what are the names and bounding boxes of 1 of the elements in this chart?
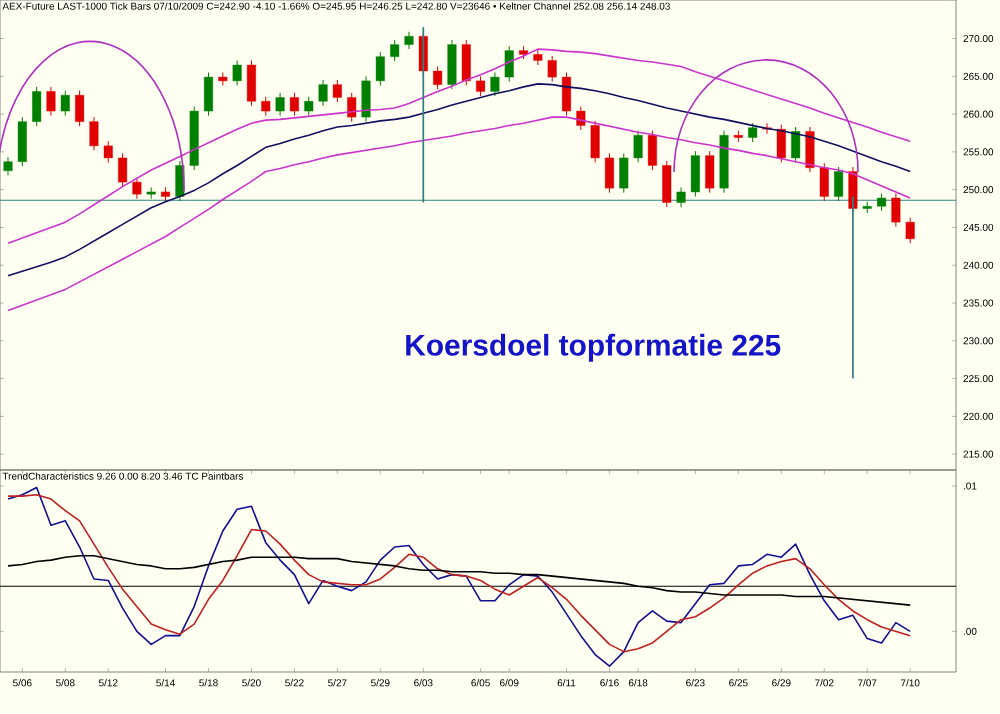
annotation: Koersdoel topformatie 225 <box>406 333 781 362</box>
